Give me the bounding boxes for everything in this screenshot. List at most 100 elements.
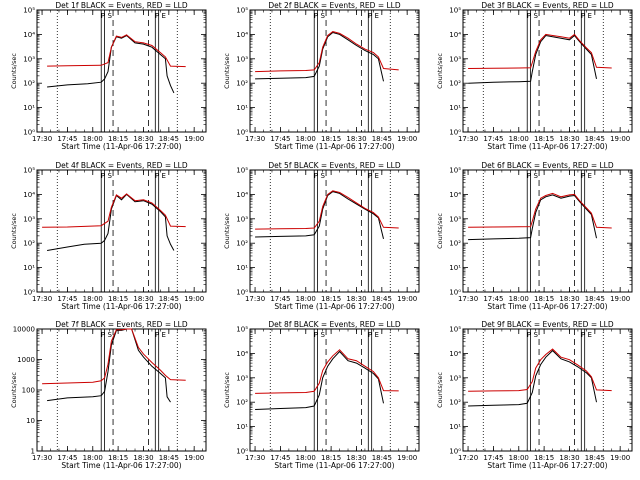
- x-tick-label: 18:00: [83, 135, 103, 143]
- x-tick-label: 18:45: [159, 454, 179, 462]
- marker-letter: E: [375, 12, 379, 20]
- x-tick-label: 17:45: [270, 295, 290, 303]
- y-tick-label: 10³: [23, 55, 35, 63]
- x-tick-label: 18:45: [372, 135, 392, 143]
- x-tick-label: 18:30: [133, 454, 153, 462]
- x-tick-label: 18:30: [133, 295, 153, 303]
- y-tick-label: 10³: [449, 374, 461, 382]
- plot-frame: [36, 169, 207, 293]
- y-tick-label: 10⁵: [23, 7, 35, 15]
- lld-series-line: [468, 348, 612, 392]
- x-axis-label: Start Time (11-Apr-06 17:27:00): [61, 142, 181, 151]
- y-tick-label: 10⁴: [23, 31, 35, 39]
- y-tick-label: 10⁴: [236, 350, 248, 358]
- x-tick-label: 17:30: [32, 295, 52, 303]
- chart-panel-7: Det 7f BLACK = Events, RED = LLD 1 10 100 10…: [10, 320, 207, 470]
- marker-letter: S: [320, 331, 325, 339]
- x-tick-label: 18:30: [346, 454, 366, 462]
- marker-letter: P: [101, 172, 105, 180]
- chart-panel-2: Det 2f BLACK = Events, RED = LLD 10⁰ 10¹ 10…: [223, 1, 420, 151]
- y-axis-label: Counts/sec: [436, 53, 444, 89]
- y-tick-label: 10⁰: [23, 289, 35, 297]
- chart-title: Det 9f BLACK = Events, RED = LLD: [481, 320, 614, 329]
- x-tick-label: 18:15: [534, 454, 554, 462]
- y-tick-label: 10¹: [23, 264, 35, 272]
- y-tick-label: 10⁰: [449, 289, 461, 297]
- marker-letter: S: [107, 12, 112, 20]
- y-tick-label: 10²: [23, 80, 35, 88]
- marker-letter: S: [533, 331, 538, 339]
- y-axis-label: Counts/sec: [223, 53, 231, 89]
- y-axis-label: Counts/sec: [10, 372, 18, 408]
- events-series-line: [47, 328, 171, 403]
- marker-letter: P: [155, 172, 159, 180]
- x-tick-label: 18:45: [585, 454, 605, 462]
- y-tick-label: 10⁴: [236, 31, 248, 39]
- y-tick-label: 10¹: [449, 423, 461, 431]
- x-tick-label: 18:15: [534, 135, 554, 143]
- chart-title: Det 6f BLACK = Events, RED = LLD: [481, 161, 614, 170]
- y-tick-label: 10⁰: [23, 129, 35, 137]
- marker-letter: P: [581, 12, 585, 20]
- marker-letter: P: [368, 172, 372, 180]
- x-tick-label: 17:45: [270, 135, 290, 143]
- marker-letter: P: [101, 12, 105, 20]
- plot-frame: [36, 9, 207, 133]
- marker-letter: E: [588, 331, 592, 339]
- x-tick-label: 18:15: [108, 454, 128, 462]
- lld-series-line: [255, 349, 399, 394]
- y-tick-label: 10⁵: [449, 7, 461, 15]
- marker-letter: P: [581, 172, 585, 180]
- events-series-line: [255, 191, 384, 240]
- marker-letter: E: [162, 331, 166, 339]
- x-tick-label: 18:00: [83, 295, 103, 303]
- x-tick-label: 17:30: [32, 135, 52, 143]
- marker-letter: P: [527, 172, 531, 180]
- marker-letter: P: [527, 12, 531, 20]
- marker-letter: S: [107, 172, 112, 180]
- y-tick-label: 10⁵: [23, 167, 35, 175]
- x-tick-label: 19:00: [397, 135, 417, 143]
- y-tick-label: 10²: [236, 240, 248, 248]
- lld-series-line: [468, 192, 612, 229]
- lld-series-line: [468, 33, 612, 69]
- x-tick-label: 18:30: [559, 454, 579, 462]
- marker-letter: P: [155, 331, 159, 339]
- y-tick-label: 1: [31, 448, 35, 456]
- x-tick-label: 18:45: [372, 454, 392, 462]
- x-tick-label: 18:00: [509, 135, 529, 143]
- x-tick-label: 18:15: [108, 135, 128, 143]
- x-axis-label: Start Time (11-Apr-06 17:27:00): [487, 461, 607, 470]
- lld-series-line: [255, 190, 399, 230]
- y-tick-label: 10⁰: [236, 448, 248, 456]
- x-tick-label: 19:00: [397, 295, 417, 303]
- y-tick-label: 10³: [236, 374, 248, 382]
- marker-letter: S: [107, 331, 112, 339]
- y-tick-label: 10⁵: [236, 326, 248, 334]
- x-tick-label: 18:30: [346, 135, 366, 143]
- x-tick-label: 18:00: [296, 295, 316, 303]
- x-tick-label: 19:00: [610, 454, 630, 462]
- marker-letter: E: [375, 172, 379, 180]
- x-tick-label: 17:30: [245, 135, 265, 143]
- marker-letter: P: [368, 12, 372, 20]
- x-tick-label: 18:15: [108, 295, 128, 303]
- chart-title: Det 1f BLACK = Events, RED = LLD: [55, 1, 188, 10]
- marker-letter: P: [314, 172, 318, 180]
- y-axis-label: Counts/sec: [10, 53, 18, 89]
- x-axis-label: Start Time (11-Apr-06 17:27:00): [274, 461, 394, 470]
- y-tick-label: 10¹: [23, 104, 35, 112]
- marker-letter: P: [101, 331, 105, 339]
- y-tick-label: 10²: [449, 80, 461, 88]
- y-tick-label: 10³: [23, 215, 35, 223]
- x-tick-label: 18:00: [509, 454, 529, 462]
- x-axis-label: Start Time (11-Apr-06 17:27:00): [487, 142, 607, 151]
- x-tick-label: 17:45: [483, 454, 503, 462]
- y-tick-label: 10²: [236, 399, 248, 407]
- x-tick-label: 19:00: [610, 295, 630, 303]
- x-tick-label: 19:00: [397, 454, 417, 462]
- x-tick-label: 18:00: [509, 295, 529, 303]
- marker-letter: S: [533, 172, 538, 180]
- x-tick-label: 17:45: [270, 454, 290, 462]
